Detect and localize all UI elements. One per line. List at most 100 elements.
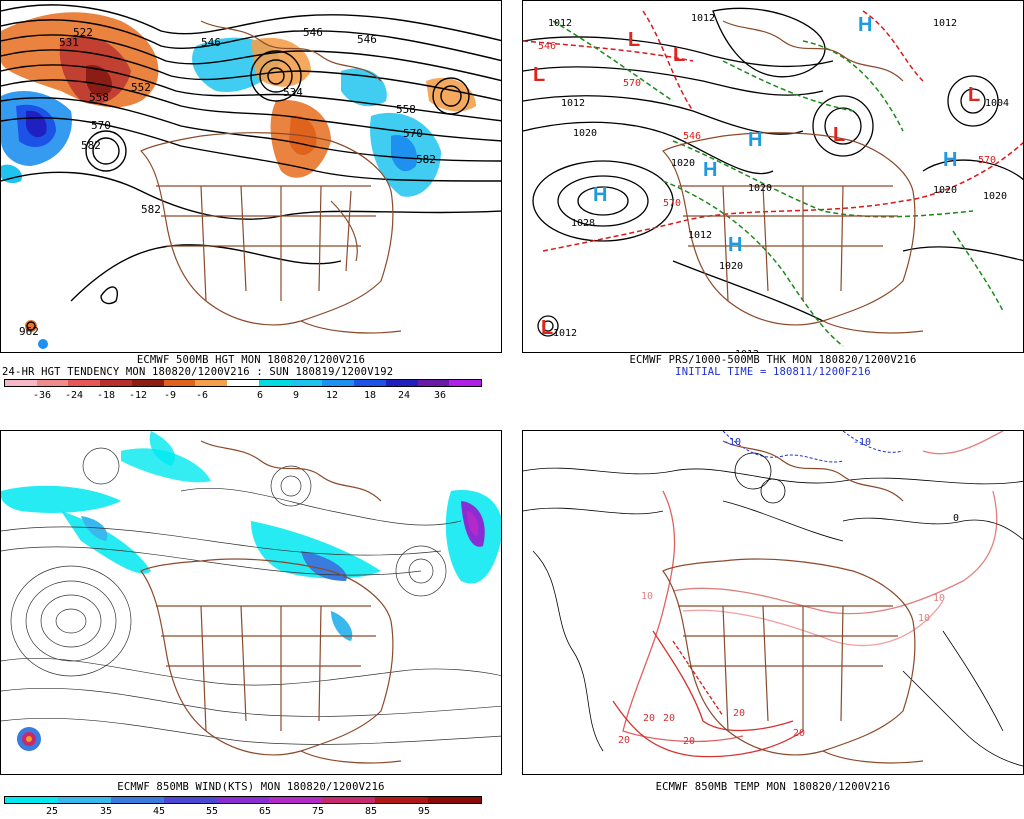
colorbar-tick: 85 — [364, 806, 378, 817]
colorbar-tick-labels: 25 35 45 55 65 75 85 95 — [4, 806, 482, 818]
low-pressure-letter: L — [628, 29, 640, 51]
low-pressure-letter: L — [533, 64, 545, 86]
panel-850mb-temp: 20 20 20 20 20 20 10 10 10 0 -10 -10 ECM… — [522, 430, 1024, 819]
colorbar-tick: 55 — [205, 806, 219, 817]
colorbar-tick: 65 — [258, 806, 272, 817]
temp-label: 20 — [663, 713, 675, 724]
thickness-labels: 546 570 570 570 546 — [538, 41, 996, 209]
temp-label: -10 — [853, 437, 871, 448]
temperature-labels: 20 20 20 20 20 20 10 10 10 0 -10 -10 — [618, 437, 959, 747]
temp-label: 10 — [641, 591, 653, 602]
high-pressure-letter: H — [943, 149, 957, 171]
colorbar-tick: -6 — [195, 390, 209, 401]
isobar-label: 1020 — [933, 185, 957, 196]
temp-label: 10 — [933, 593, 945, 604]
colorbar-tick: 95 — [417, 806, 431, 817]
temp-label: -10 — [723, 437, 741, 448]
isobar-label: 1012 — [553, 328, 577, 339]
political-boundaries — [662, 440, 924, 764]
map-850mb-wind — [0, 430, 502, 775]
temp-label: 20 — [733, 708, 745, 719]
colorbar-tick-labels: -36 -24 -18 -12 -9 -6 6 9 12 18 24 36 — [4, 390, 482, 402]
isobar-label: 1020 — [671, 158, 695, 169]
isobar-label: 1020 — [748, 183, 772, 194]
height-label: 522 — [73, 26, 93, 39]
isobar-label: 1028 — [571, 218, 595, 229]
colorbar-tick: 24 — [397, 390, 411, 401]
height-label: 531 — [59, 36, 79, 49]
temp-label: 0 — [953, 513, 959, 524]
temperature-contours-warm — [612, 431, 1004, 758]
temp-label: 10 — [918, 613, 930, 624]
height-label: 558 — [89, 91, 109, 104]
height-tendency-colorbar — [4, 379, 482, 387]
low-pressure-letter: L — [673, 44, 685, 66]
colorbar-tick: 6 — [256, 390, 264, 401]
isobar-labels: 1012 1012 1012 1012 1020 1020 1020 1028 … — [548, 13, 1009, 352]
thickness-label: 546 — [683, 131, 701, 142]
map-sfc-pressure-thickness: H H H H H H L L L L L L 1012 1012 1012 1… — [522, 0, 1024, 353]
height-tendency-shading — [1, 12, 476, 349]
low-center-label: 962 — [19, 325, 39, 338]
low-pressure-centers: L L L L L L — [533, 29, 980, 339]
colorbar-tick: -36 — [32, 390, 52, 401]
isobar-label: 1012 — [548, 18, 572, 29]
isobar-label: 1012 — [691, 13, 715, 24]
wind-speed-shading — [1, 431, 501, 751]
colorbar-tick: -24 — [64, 390, 84, 401]
colorbar-tick: 9 — [292, 390, 300, 401]
height-label: 582 — [416, 153, 436, 166]
high-pressure-letter: H — [593, 184, 607, 206]
colorbar-tick: -18 — [96, 390, 116, 401]
high-pressure-letter: H — [728, 234, 742, 256]
panel-500mb-height: 531 522 552 558 570 582 546 546 546 534 … — [0, 0, 502, 409]
map-850mb-temp: 20 20 20 20 20 20 10 10 10 0 -10 -10 — [522, 430, 1024, 775]
height-labels: 531 522 552 558 570 582 546 546 546 534 … — [19, 26, 436, 338]
colorbar-tick: 12 — [325, 390, 339, 401]
isobar-label: 1020 — [983, 191, 1007, 202]
colorbar-tick: 35 — [99, 806, 113, 817]
height-label: 570 — [403, 127, 423, 140]
political-boundaries — [139, 20, 402, 334]
height-label: 570 — [91, 119, 111, 132]
wind-speed-colorbar — [4, 796, 482, 804]
caption-line2: 24-HR HGT TENDENCY MON 180820/1200V216 :… — [2, 366, 394, 378]
thickness-label: 570 — [623, 78, 641, 89]
height-label: 546 — [201, 36, 221, 49]
low-pressure-letter: L — [968, 84, 980, 106]
height-label: 546 — [303, 26, 323, 39]
height-label: 546 — [357, 33, 377, 46]
colorbar-tick: -12 — [128, 390, 148, 401]
thickness-contours — [523, 10, 1023, 347]
thickness-label: 570 — [663, 198, 681, 209]
colorbar-tick: 18 — [363, 390, 377, 401]
temp-label: 20 — [618, 735, 630, 746]
low-pressure-letter: L — [833, 124, 845, 146]
thickness-label: 546 — [538, 41, 556, 52]
high-pressure-letter: H — [858, 14, 872, 36]
height-label: 552 — [131, 81, 151, 94]
isobar-label: 1020 — [719, 261, 743, 272]
political-boundaries — [140, 440, 402, 764]
height-label: 534 — [283, 86, 303, 99]
colorbar-tick: 25 — [45, 806, 59, 817]
map-500mb-height: 531 522 552 558 570 582 546 546 546 534 … — [0, 0, 502, 353]
low-pressure-letter: L — [541, 317, 553, 339]
thickness-label: 570 — [978, 155, 996, 166]
colorbar-tick: 36 — [433, 390, 447, 401]
temp-label: 20 — [643, 713, 655, 724]
colorbar-tick: 75 — [311, 806, 325, 817]
temperature-contours-cold — [722, 431, 904, 463]
isobar-label: 1004 — [985, 98, 1009, 109]
isobar-label: 1012 — [561, 98, 585, 109]
panel-850mb-wind: ECMWF 850MB WIND(KTS) MON 180820/1200V21… — [0, 430, 502, 819]
caption-line1: ECMWF 850MB WIND(KTS) MON 180820/1200V21… — [117, 781, 385, 793]
caption-line2: INITIAL TIME = 180811/1200F216 — [675, 366, 871, 378]
temperature-contours-misc — [523, 452, 1023, 767]
panel-sfc-pressure-thickness: H H H H H H L L L L L L 1012 1012 1012 1… — [522, 0, 1024, 409]
caption-line1: ECMWF 850MB TEMP MON 180820/1200V216 — [655, 781, 891, 793]
isobar-label: 1020 — [573, 128, 597, 139]
temp-label: 20 — [793, 728, 805, 739]
caption-line1: ECMWF PRS/1000-500MB THK MON 180820/1200… — [629, 354, 917, 366]
high-pressure-centers: H H H H H H — [593, 14, 957, 256]
